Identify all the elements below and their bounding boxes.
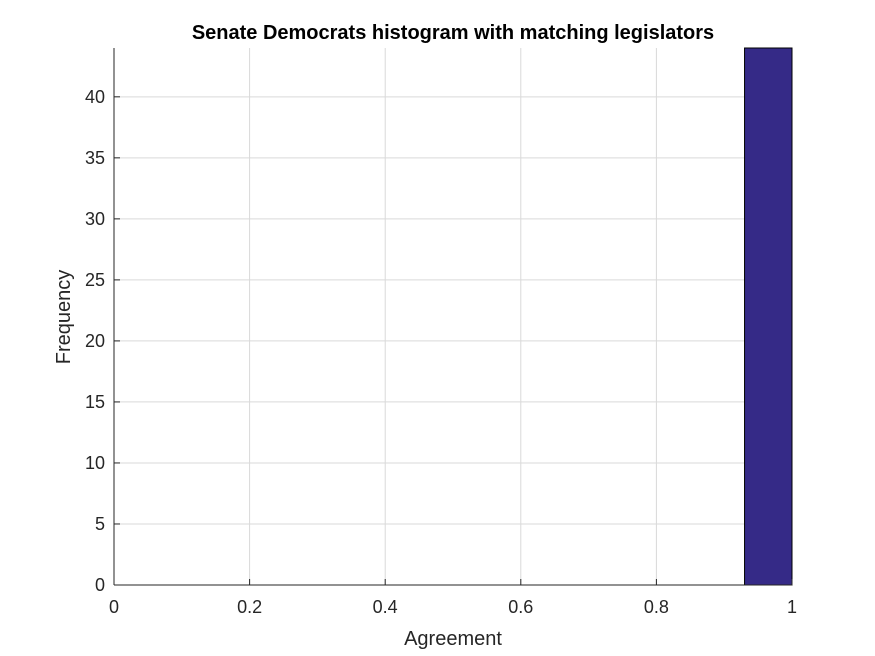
axes (113, 48, 793, 586)
x-tick-labels: 0 0.2 0.4 0.6 0.8 1 (109, 597, 797, 617)
histogram-bars (744, 47, 793, 586)
chart-title: Senate Democrats histogram with matching… (192, 22, 714, 44)
y-tick-labels: 0 5 10 15 20 25 30 35 40 (85, 87, 105, 595)
x-tick-label: 0.6 (508, 597, 533, 617)
y-tick-label: 40 (85, 87, 105, 107)
y-tick-label: 10 (85, 453, 105, 473)
x-axis-label: Agreement (404, 628, 502, 650)
histogram-bar (744, 47, 793, 586)
y-tick-label: 5 (95, 514, 105, 534)
x-tick-label: 0 (109, 597, 119, 617)
y-tick-label: 30 (85, 209, 105, 229)
y-tick-label: 25 (85, 270, 105, 290)
x-tick-label: 0.4 (373, 597, 398, 617)
grid-lines (114, 48, 792, 585)
x-tick-label: 0.8 (644, 597, 669, 617)
y-tick-label: 15 (85, 392, 105, 412)
y-tick-label: 20 (85, 331, 105, 351)
x-tick-label: 0.2 (237, 597, 262, 617)
y-axis-label: Frequency (53, 270, 75, 365)
x-tick-label: 1 (787, 597, 797, 617)
y-tick-label: 0 (95, 575, 105, 595)
y-tick-label: 35 (85, 148, 105, 168)
